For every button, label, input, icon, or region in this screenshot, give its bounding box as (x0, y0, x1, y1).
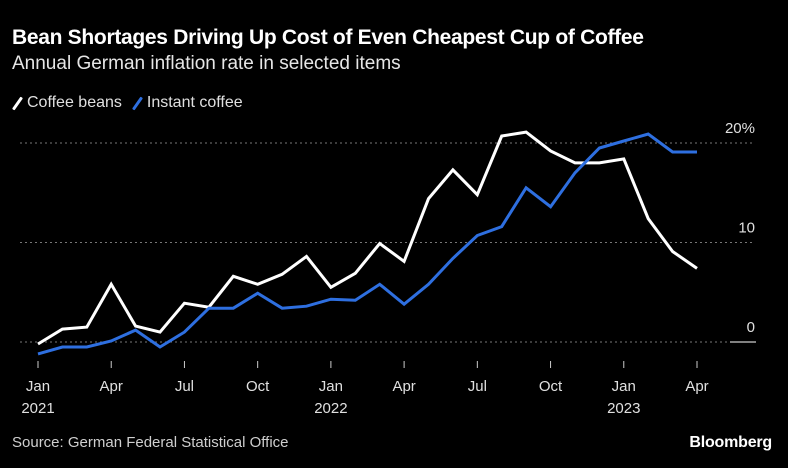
x-tick-label: Apr (685, 378, 708, 395)
y-tick-label: 0 (747, 319, 755, 336)
x-tick-year-label: 2023 (607, 400, 640, 417)
x-tick-label: Oct (246, 378, 270, 395)
series-lines (37, 130, 698, 356)
series-line-instant-coffee (37, 132, 697, 356)
chart-subtitle: Annual German inflation rate in selected… (12, 53, 401, 74)
x-tick-label: Jan (26, 378, 50, 395)
x-tick-label: Jul (468, 378, 487, 395)
legend-label-instant-coffee: Instant coffee (146, 94, 243, 111)
x-tick-label: Jul (175, 378, 194, 395)
x-tick-label: Jan (319, 378, 343, 395)
x-tick-label: Oct (539, 378, 563, 395)
x-tick-label: Apr (392, 378, 415, 395)
y-axis-labels: 0 10 20% (725, 120, 755, 336)
x-tick-label: Jan (612, 378, 636, 395)
legend-label-coffee-beans: Coffee beans (27, 94, 122, 111)
legend: Coffee beans Instant coffee (11, 94, 253, 112)
legend-item-coffee-beans: Coffee beans (11, 94, 122, 112)
x-axis: Jan 2021 Apr Jul Oct Jan 2022 Apr Jul Oct Jan 2023 A… (21, 361, 709, 417)
y-tick-label: 20% (725, 120, 755, 137)
series-line-coffee-beans (37, 130, 698, 346)
source-note: Source: German Federal Statistical Offic… (12, 434, 289, 451)
legend-item-instant-coffee: Instant coffee (131, 94, 243, 112)
bloomberg-logo: Bloomberg (689, 434, 772, 451)
x-tick-year-label: 2021 (21, 400, 54, 417)
x-tick-year-label: 2022 (314, 400, 347, 417)
y-tick-label: 10 (738, 220, 755, 237)
x-tick-label: Apr (100, 378, 123, 395)
chart-title: Bean Shortages Driving Up Cost of Even C… (12, 26, 644, 49)
gridlines (20, 142, 756, 343)
